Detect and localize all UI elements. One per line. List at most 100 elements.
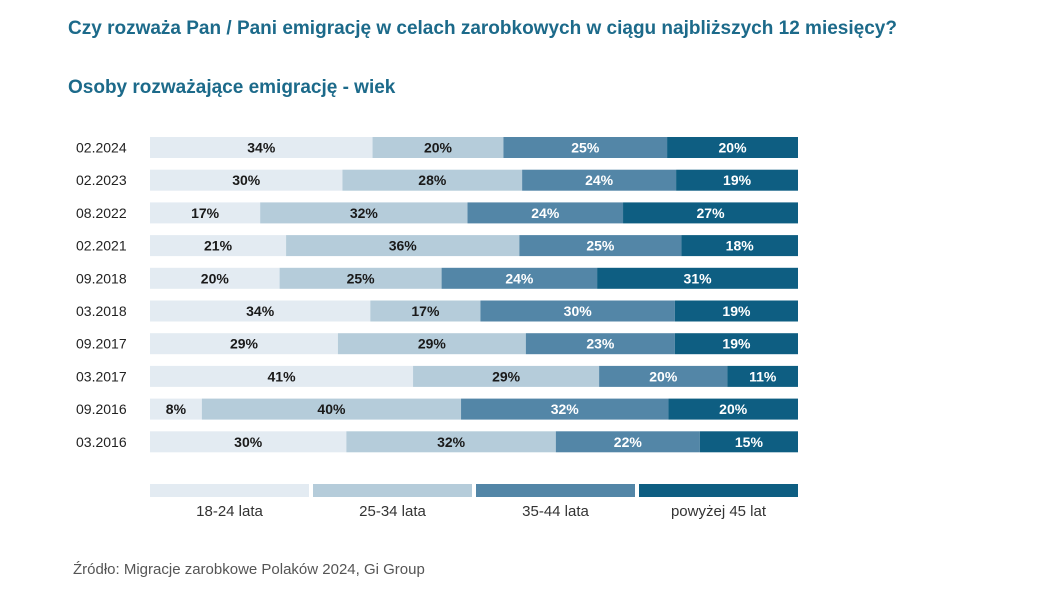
legend-swatch [639,484,798,497]
data-label: 30% [234,434,263,450]
bar-segment [150,202,261,224]
legend-swatch [150,484,309,497]
legend-label: 25-34 lata [359,503,426,520]
row-label: 03.2018 [76,303,127,319]
bar-segment [681,235,798,257]
chart-subtitle: Osoby rozważające emigrację - wiek [68,77,396,98]
data-label: 20% [424,140,453,156]
data-label: 24% [585,172,614,188]
bar-segment [623,202,798,224]
bar-segment [150,365,414,387]
data-label: 28% [418,172,447,188]
bar-segment [503,137,668,158]
row-label: 03.2016 [76,434,127,450]
data-label: 8% [166,401,187,417]
data-label: 25% [586,238,615,254]
bar-segment [555,431,700,453]
bar-segment [346,431,556,453]
data-label: 30% [564,303,593,319]
bar-segment [674,300,798,322]
bar-segment [370,300,481,322]
data-label: 24% [505,270,534,286]
bar-segment [150,137,373,158]
bar-segment [441,267,598,289]
data-label: 22% [614,434,643,450]
bar-segment [676,169,798,191]
legend-label: 18-24 lata [196,503,263,520]
data-label: 23% [586,336,615,352]
data-label: 18% [726,238,755,254]
bar-segment [337,333,526,355]
data-label: 32% [437,434,466,450]
bar-segment [674,333,798,355]
data-label: 41% [268,368,297,384]
data-label: 24% [531,205,560,221]
data-label: 25% [571,140,600,156]
row-label: 09.2016 [76,401,127,417]
data-label: 17% [411,303,440,319]
bar-segment [150,300,371,322]
row-label: 02.2023 [76,172,127,188]
bar-segment [525,333,675,355]
bar-segment [150,267,280,289]
bar-segment [260,202,468,224]
data-label: 32% [551,401,580,417]
bar-segment [150,333,338,355]
bar-segment [150,398,202,420]
row-label: 03.2017 [76,368,127,384]
data-label: 19% [722,336,751,352]
data-label: 19% [722,303,751,319]
legend-swatch [476,484,635,497]
bar-segment [413,365,600,387]
bar-segment [699,431,798,453]
bar-segment [667,137,798,158]
data-label: 30% [232,172,261,188]
bar-segment [727,365,798,387]
bar-segment [597,267,798,289]
source-note: Źródło: Migracje zarobkowe Polaków 2024,… [73,561,425,578]
data-label: 29% [492,368,521,384]
bar-segment [279,267,442,289]
bar-segment [599,365,728,387]
bar-segment [342,169,523,191]
bar-segment [461,398,669,420]
data-label: 20% [719,140,748,156]
bar-segment [522,169,677,191]
bar-segment [150,169,343,191]
bar-segment [519,235,682,257]
legend-label: powyżej 45 lat [671,503,767,520]
data-label: 32% [350,205,379,221]
data-label: 17% [191,205,220,221]
data-label: 15% [735,434,764,450]
data-label: 11% [749,368,777,384]
bar-segment [480,300,675,322]
row-label: 02.2021 [76,238,127,254]
bar-segment [150,431,347,453]
bar-segment [372,137,504,158]
row-label: 08.2022 [76,205,127,221]
bar-segment [467,202,624,224]
data-label: 34% [246,303,275,319]
data-label: 21% [204,238,233,254]
row-label: 09.2018 [76,270,127,286]
bar-segment [286,235,520,257]
data-label: 20% [201,270,230,286]
row-label: 09.2017 [76,336,127,352]
chart-title: Czy rozważa Pan / Pani emigrację w celac… [68,18,897,39]
bar-segment [201,398,462,420]
data-label: 29% [230,336,259,352]
data-label: 27% [697,205,726,221]
row-label: 02.2024 [76,140,127,156]
bar-segment [150,235,287,257]
data-label: 19% [723,172,752,188]
bar-segment [668,398,798,420]
data-label: 34% [247,140,276,156]
legend-swatch [313,484,472,497]
data-label: 31% [684,270,713,286]
data-label: 29% [418,336,447,352]
data-label: 20% [649,368,678,384]
legend-label: 35-44 lata [522,503,589,520]
data-label: 20% [719,401,748,417]
data-label: 40% [317,401,346,417]
